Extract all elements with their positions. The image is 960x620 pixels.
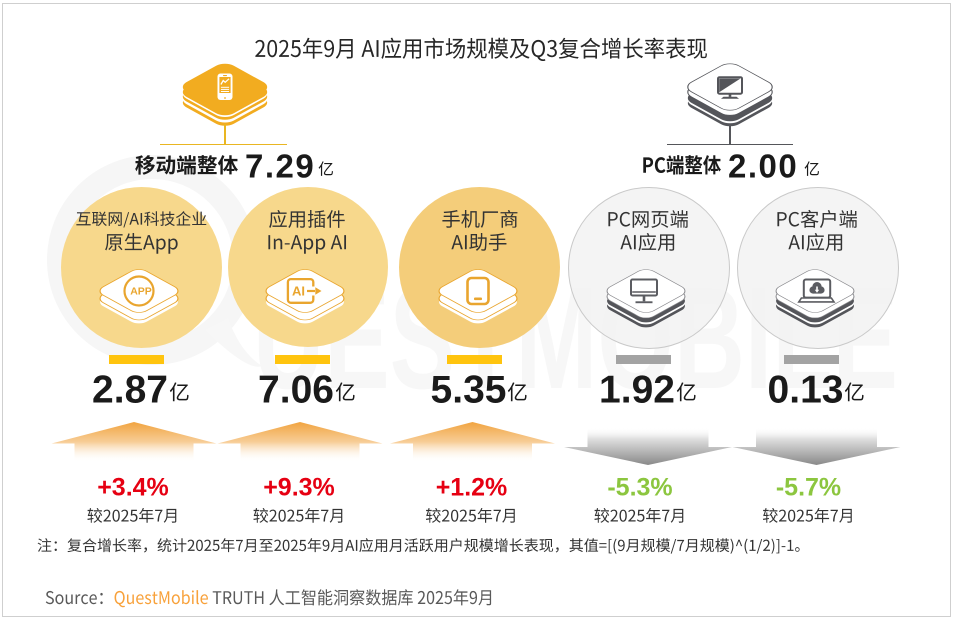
svg-text:-5.3%: -5.3% [607, 474, 672, 502]
svg-text:5.35: 5.35 [431, 369, 507, 412]
svg-text:+3.4%: +3.4% [97, 474, 169, 502]
svg-text:1.92: 1.92 [599, 369, 675, 412]
svg-text:+1.2%: +1.2% [436, 474, 508, 502]
svg-text:2.00: 2.00 [728, 148, 798, 185]
svg-text:AI: AI [292, 284, 305, 299]
svg-text:0.13: 0.13 [768, 369, 844, 412]
svg-text:-5.7%: -5.7% [776, 474, 841, 502]
svg-text:7.06: 7.06 [258, 369, 334, 412]
svg-text:2.87: 2.87 [92, 369, 168, 412]
svg-text:7.29: 7.29 [245, 148, 315, 185]
svg-text:+9.3%: +9.3% [263, 474, 335, 502]
svg-text:APP: APP [130, 285, 152, 297]
